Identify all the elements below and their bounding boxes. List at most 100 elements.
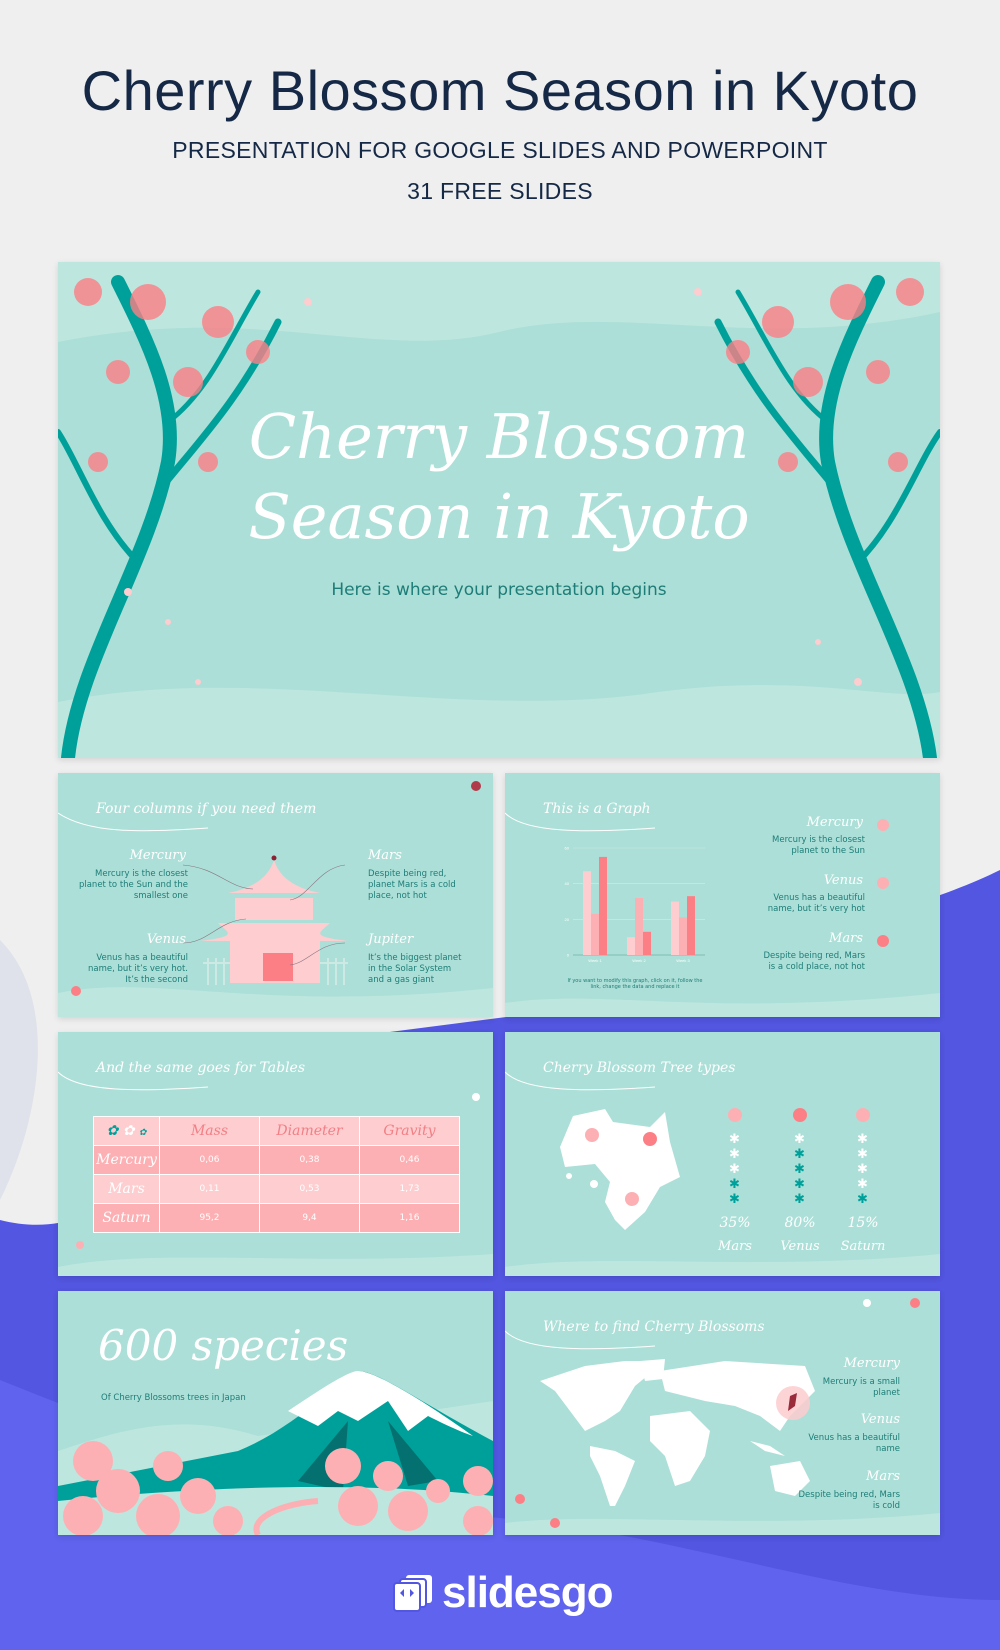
flower-icon: ✱ [729, 1176, 740, 1191]
item-heading: Mercury [806, 815, 863, 830]
flower-icon: ✱ [857, 1191, 868, 1206]
slide-species[interactable]: 600 species Of Cherry Blossoms trees in … [58, 1291, 493, 1535]
x-tick-label: Week 2 [632, 958, 646, 963]
bar [627, 937, 635, 955]
y-tick-label: 40 [565, 881, 570, 886]
column-header: Gravity [359, 1116, 460, 1146]
slide-title: Four columns if you need them [96, 801, 317, 817]
bar [635, 897, 643, 955]
slidesgo-logo[interactable]: slidesgo [392, 1568, 613, 1618]
column-heading: Venus [146, 932, 186, 947]
hero-title: Cherry Blossom Season in Kyoto [248, 400, 750, 553]
column-text: It’s the biggest planet in the Solar Sys… [368, 953, 462, 985]
slide-title: Cherry Blossom Tree types [543, 1060, 736, 1076]
y-tick-label: 0 [567, 953, 570, 958]
flower-icons: ✿ ✿ ✿ [93, 1116, 160, 1146]
row-label: Mars [93, 1174, 160, 1204]
slidesgo-logo-icon [393, 1575, 432, 1612]
item-text: Mercury is the closest planet to the Sun [772, 835, 865, 856]
item-heading: Mars [829, 931, 863, 946]
cherry-trees-illustration [58, 262, 940, 758]
table-row: Mars 0,11 0,53 1,73 [93, 1174, 460, 1204]
flower-icon: ✱ [794, 1161, 805, 1176]
item-text: Despite being red, Mars is cold [798, 1490, 901, 1511]
cell: 1,16 [359, 1203, 460, 1233]
slide-title: Where to find Cherry Blossoms [543, 1319, 765, 1335]
column-heading: Mars [368, 848, 402, 863]
x-tick-label: Week 1 [588, 958, 602, 963]
flower-icon: ✱ [857, 1176, 868, 1191]
slide-four-columns[interactable]: Four columns if you need them Mercury Me… [58, 773, 493, 1017]
slide-graph[interactable]: This is a Graph 0 20 40 60 Week 1 Week 2 Week … [505, 773, 940, 1017]
column-text: Venus has a beautiful name, but it’s ver… [88, 953, 188, 985]
flower-icon: ✱ [794, 1146, 805, 1161]
cell: 95,2 [159, 1203, 260, 1233]
bar [671, 901, 679, 955]
column-heading: Mercury [129, 848, 186, 863]
row-label: Saturn [93, 1203, 160, 1233]
bar [643, 931, 651, 955]
slide-count: 31 FREE SLIDES [407, 178, 593, 204]
flower-icon: ✱ [794, 1191, 805, 1206]
bar [583, 871, 591, 955]
cell: 0,11 [159, 1174, 260, 1204]
slide-title: This is a Graph [543, 801, 651, 817]
chart-note: If you want to modify this graph, click … [567, 978, 703, 990]
y-tick-label: 60 [565, 846, 570, 851]
page-title: Cherry Blossom Season in Kyoto [81, 59, 919, 122]
blossom-icons [877, 819, 889, 947]
flower-icon: ✱ [857, 1131, 868, 1146]
table-row: Saturn 95,2 9,4 1,16 [93, 1203, 460, 1233]
slide-table[interactable]: And the same goes for Tables ✿ ✿ ✿ Mass … [58, 1032, 493, 1276]
slide-world-map[interactable]: Where to find Cherry Blossoms Mercury Me… [505, 1291, 940, 1535]
data-table: ✿ ✿ ✿ Mass Diameter Gravity Mercury 0,06 0… [93, 1116, 460, 1233]
percent-label: 80% [784, 1215, 816, 1231]
slide-title[interactable]: Cherry Blossom Season in Kyoto Here is wh… [58, 262, 940, 758]
bar-chart[interactable]: 0 20 40 60 Week 1 Week 2 Week 3 [555, 843, 710, 973]
flower-icon: ✱ [857, 1161, 868, 1176]
flower-icon: ✱ [857, 1146, 868, 1161]
cell: 0,46 [359, 1145, 460, 1175]
page-subtitle: PRESENTATION FOR GOOGLE SLIDES AND POWER… [172, 137, 828, 163]
slide-tree-types[interactable]: ✱ ✱ ✱ ✱ ✱ ✱ ✱ ✱ ✱ ✱ ✱ ✱ ✱ ✱ ✱ 35% 80% 15% Mars Venus S… [505, 1032, 940, 1276]
item-text: Despite being red, Mars is a cold place,… [763, 951, 866, 972]
world-map-illustration [505, 1298, 940, 1535]
flower-icon: ✱ [729, 1146, 740, 1161]
item-text: Mercury is a small planet [822, 1377, 900, 1398]
x-tick-label: Week 3 [676, 958, 690, 963]
species-subtitle: Of Cherry Blossoms trees in Japan [101, 1393, 246, 1403]
y-tick-label: 20 [565, 917, 570, 922]
cell: 0,53 [259, 1174, 360, 1204]
bar [687, 896, 695, 955]
cell: 1,73 [359, 1174, 460, 1204]
type-label: Saturn [840, 1239, 886, 1254]
hero-subtitle: Here is where your presentation begins [331, 580, 667, 600]
column-header: Mass [159, 1116, 260, 1146]
kyoto-map-illustration [505, 1071, 940, 1276]
cell: 0,06 [159, 1145, 260, 1175]
item-heading: Mercury [843, 1356, 900, 1371]
wave-decoration [505, 812, 940, 1017]
bar [599, 856, 607, 955]
pagoda-illustration [58, 781, 493, 1017]
item-heading: Venus [860, 1412, 900, 1427]
table-row: Mercury 0,06 0,38 0,46 [93, 1145, 460, 1175]
cell: 0,38 [259, 1145, 360, 1175]
mount-fuji-illustration [58, 1371, 493, 1535]
brand-name: slidesgo [442, 1568, 613, 1617]
item-text: Venus has a beautiful name [808, 1433, 900, 1454]
type-label: Mars [718, 1239, 752, 1254]
wave-decoration [58, 1071, 493, 1276]
table-header-row: ✿ ✿ ✿ Mass Diameter Gravity [93, 1116, 460, 1146]
flower-icon: ✱ [794, 1131, 805, 1146]
column-heading: Jupiter [368, 932, 414, 947]
percent-label: 15% [847, 1215, 879, 1231]
item-text: Venus has a beautiful name, but it’s ver… [767, 893, 865, 914]
flower-icon: ✱ [729, 1131, 740, 1146]
item-heading: Venus [823, 873, 863, 888]
bar [591, 913, 599, 955]
cell: 9,4 [259, 1203, 360, 1233]
row-label: Mercury [93, 1145, 160, 1175]
percent-label: 35% [719, 1215, 751, 1231]
type-label: Venus [780, 1239, 820, 1254]
